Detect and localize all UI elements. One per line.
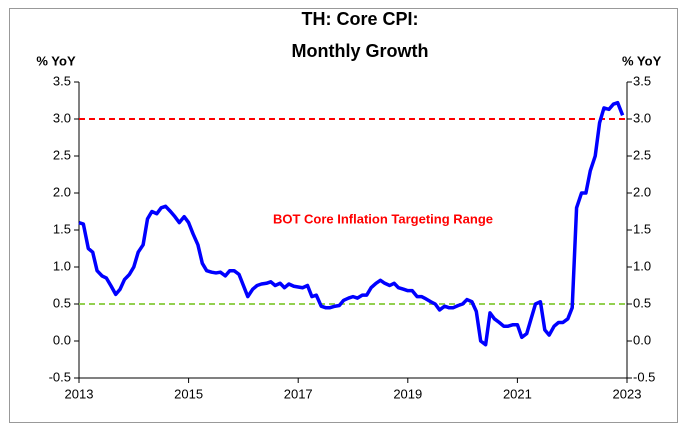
x-tick-label: 2015 — [174, 386, 203, 401]
y-tick-label: 2.0 — [53, 184, 71, 199]
y-tick-label: 3.5 — [53, 73, 71, 88]
chart-title: Monthly Growth — [292, 41, 429, 61]
x-tick-label: 2023 — [613, 386, 642, 401]
y-tick-label: 0.5 — [53, 295, 71, 310]
y2-tick-label: 0.5 — [633, 295, 651, 310]
y2-tick-label: 1.0 — [633, 258, 651, 273]
chart-frame — [9, 8, 678, 423]
y2-tick-label: 3.5 — [633, 73, 651, 88]
y2-tick-label: 2.5 — [633, 147, 651, 162]
y2-tick-label: -0.5 — [633, 369, 655, 384]
x-tick-label: 2013 — [65, 386, 94, 401]
y-tick-label: 1.0 — [53, 258, 71, 273]
x-tick-label: 2019 — [393, 386, 422, 401]
y-tick-label: -0.5 — [49, 369, 71, 384]
y-tick-label: 3.0 — [53, 110, 71, 125]
annotation: BOT Core Inflation Targeting Range — [273, 211, 493, 226]
y2-axis-label: % YoY — [622, 53, 662, 68]
y-tick-label: 0.0 — [53, 332, 71, 347]
y2-tick-label: 1.5 — [633, 221, 651, 236]
y2-tick-label: 0.0 — [633, 332, 651, 347]
y-tick-label: 1.5 — [53, 221, 71, 236]
y-axis-label: % YoY — [36, 53, 76, 68]
y-tick-label: 2.5 — [53, 147, 71, 162]
y2-tick-label: 2.0 — [633, 184, 651, 199]
series-line — [78, 100, 625, 347]
x-tick-label: 2021 — [503, 386, 532, 401]
chart-title: TH: Core CPI: — [302, 9, 419, 29]
x-tick-label: 2017 — [284, 386, 313, 401]
y2-tick-label: 3.0 — [633, 110, 651, 125]
